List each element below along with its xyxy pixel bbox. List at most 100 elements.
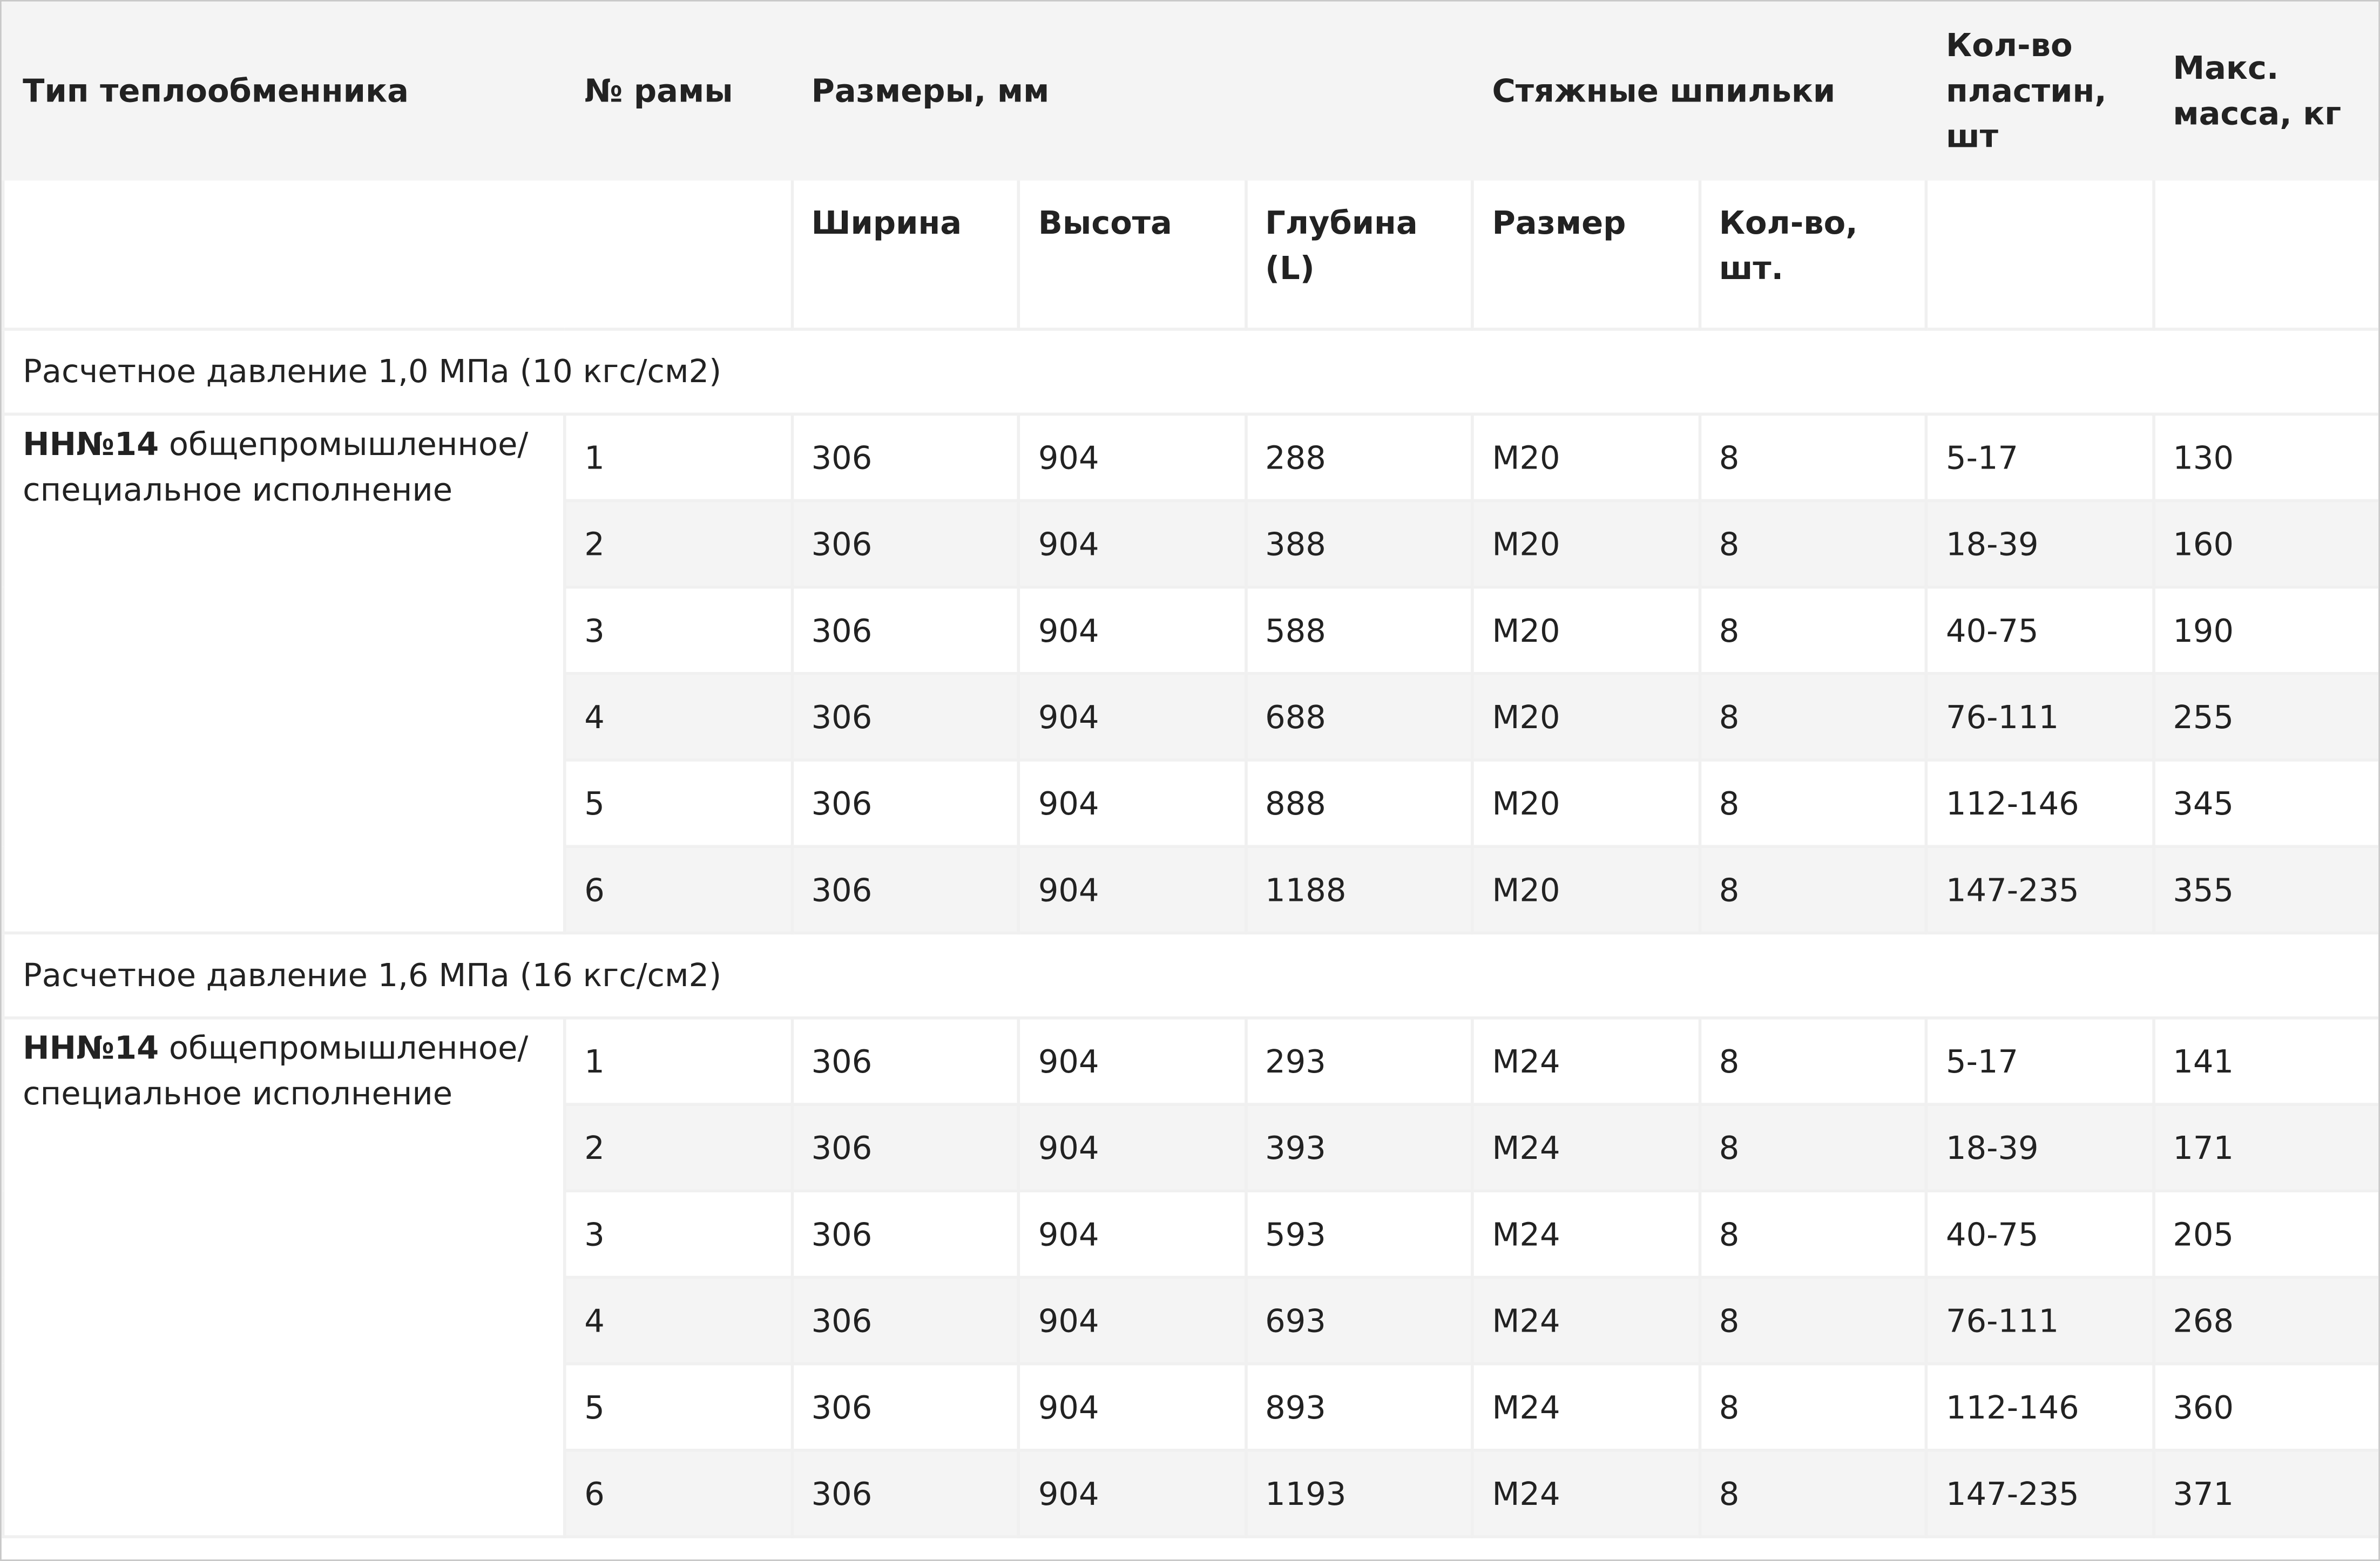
subheader-row: Ширина Высота Глубина (L) Размер Кол-во, шт. <box>1 177 2379 331</box>
data-cell: 6 <box>563 845 793 935</box>
data-cell: 160 <box>2151 499 2379 589</box>
data-cell: 904 <box>1017 1449 1247 1538</box>
data-row: НН№14 общепромышленное/ специальное испо… <box>1 412 2379 935</box>
data-cell: 306 <box>790 845 1020 935</box>
data-cell: 306 <box>790 758 1020 849</box>
data-cell: 8 <box>1698 758 1928 849</box>
data-cell: M24 <box>1471 1189 1701 1279</box>
section-title: Расчетное давление 1,6 МПа (16 кгс/см2) <box>1 931 2379 1020</box>
data-cell: 345 <box>2151 758 2379 849</box>
data-cell: 904 <box>1017 1016 1247 1106</box>
data-row: 2 306 904 388 M20 8 18-39 160 <box>3 499 2379 589</box>
data-cell: 190 <box>2151 585 2379 675</box>
subheader-cell: Ширина <box>790 177 1020 331</box>
data-cell: 5 <box>563 1362 793 1452</box>
data-cell: M20 <box>1471 499 1701 589</box>
data-cell: M20 <box>1471 845 1701 935</box>
data-cell: 4 <box>563 672 793 762</box>
data-cell: 904 <box>1017 1362 1247 1452</box>
data-cell: 593 <box>1243 1189 1474 1279</box>
empty-cell <box>2151 177 2379 331</box>
type-bold: НН№14 <box>23 426 159 463</box>
data-cell: 8 <box>1698 1189 1928 1279</box>
header-cell: Стяжные шпильки <box>1471 1 1928 181</box>
data-cell: 268 <box>2151 1275 2379 1366</box>
data-cell: 904 <box>1017 1189 1247 1279</box>
data-row: 4 306 904 693 M24 8 76-111 268 <box>3 1275 2379 1366</box>
data-cell: 371 <box>2151 1449 2379 1538</box>
data-cell: M24 <box>1471 1449 1701 1538</box>
data-cell: 306 <box>790 1189 1020 1279</box>
data-cell: 360 <box>2151 1362 2379 1452</box>
data-cell: 6 <box>563 1449 793 1538</box>
data-row: 5 306 904 893 M24 8 112-146 360 <box>3 1362 2379 1452</box>
header-row: Тип теплообменника № рамы Размеры, мм Стяжн… <box>1 1 2379 181</box>
data-cell: 8 <box>1698 845 1928 935</box>
section-row: Расчетное давление 1,0 МПа (10 кгс/см2) <box>1 328 2379 416</box>
data-cell: 8 <box>1698 672 1928 762</box>
data-cell: 5-17 <box>1924 412 2155 503</box>
data-row: 3 306 904 588 M20 8 40-75 190 <box>3 585 2379 675</box>
data-cell: 76-111 <box>1924 1275 2155 1366</box>
data-row: 3 306 904 593 M24 8 40-75 205 <box>3 1189 2379 1279</box>
data-cell: 141 <box>2151 1016 2379 1106</box>
data-cell: 130 <box>2151 412 2379 503</box>
data-cell: M20 <box>1471 758 1701 849</box>
data-row: 4 306 904 688 M20 8 76-111 255 <box>3 672 2379 762</box>
data-cell: 5-17 <box>1924 1016 2155 1106</box>
data-cell: 8 <box>1698 1103 1928 1193</box>
data-cell: 8 <box>1698 499 1928 589</box>
data-cell: 18-39 <box>1924 499 2155 589</box>
data-cell: 306 <box>790 1275 1020 1366</box>
data-cell: 306 <box>790 672 1020 762</box>
data-cell: 904 <box>1017 412 1247 503</box>
data-cell: 904 <box>1017 1275 1247 1366</box>
data-cell: 1 <box>563 1016 793 1106</box>
data-cell: 112-146 <box>1924 758 2155 849</box>
subheader-cell: Размер <box>1471 177 1701 331</box>
data-cell: 904 <box>1017 499 1247 589</box>
data-cell: 40-75 <box>1924 585 2155 675</box>
header-cell: Тип теплообменника <box>1 1 566 181</box>
data-cell: 306 <box>790 1016 1020 1106</box>
header-cell: Макс. масса, кг <box>2151 1 2379 181</box>
header-cell: № рамы <box>563 1 793 181</box>
data-cell: 588 <box>1243 585 1474 675</box>
data-cell: 306 <box>790 499 1020 589</box>
subheader-cell: Высота <box>1017 177 1247 331</box>
type-bold: НН№14 <box>23 1030 159 1067</box>
header-cell: Размеры, мм <box>790 1 1474 181</box>
data-cell: 8 <box>1698 1449 1928 1538</box>
data-cell: 2 <box>563 499 793 589</box>
data-cell: 8 <box>1698 1275 1928 1366</box>
data-cell: M20 <box>1471 412 1701 503</box>
data-cell: 171 <box>2151 1103 2379 1193</box>
data-cell: 255 <box>2151 672 2379 762</box>
data-cell: 8 <box>1698 585 1928 675</box>
section-title: Расчетное давление 1,0 МПа (10 кгс/см2) <box>1 328 2379 416</box>
data-row: 5 306 904 888 M20 8 112-146 345 <box>3 758 2379 849</box>
data-cell: 904 <box>1017 672 1247 762</box>
data-cell: 904 <box>1017 758 1247 849</box>
section-row: Расчетное давление 1,6 МПа (16 кгс/см2) <box>1 931 2379 1020</box>
empty-cell <box>1924 177 2155 331</box>
data-cell: 205 <box>2151 1189 2379 1279</box>
data-cell: 388 <box>1243 499 1474 589</box>
data-cell: 306 <box>790 1103 1020 1193</box>
data-cell: 5 <box>563 758 793 849</box>
data-cell: 306 <box>790 585 1020 675</box>
data-cell: 1 <box>563 412 793 503</box>
data-cell: M24 <box>1471 1362 1701 1452</box>
header-cell: Кол-во пластин, шт <box>1924 1 2155 181</box>
data-cell: 306 <box>790 1449 1020 1538</box>
type-text: общепромышленное/ специальное исполнение <box>23 1030 529 1112</box>
data-cell: 288 <box>1243 412 1474 503</box>
data-cell: M20 <box>1471 585 1701 675</box>
data-cell: 8 <box>1698 1016 1928 1106</box>
type-text: общепромышленное/ специальное исполнение <box>23 426 529 508</box>
data-cell: 8 <box>1698 412 1928 503</box>
data-cell: 293 <box>1243 1016 1474 1106</box>
empty-cell <box>1 177 793 331</box>
